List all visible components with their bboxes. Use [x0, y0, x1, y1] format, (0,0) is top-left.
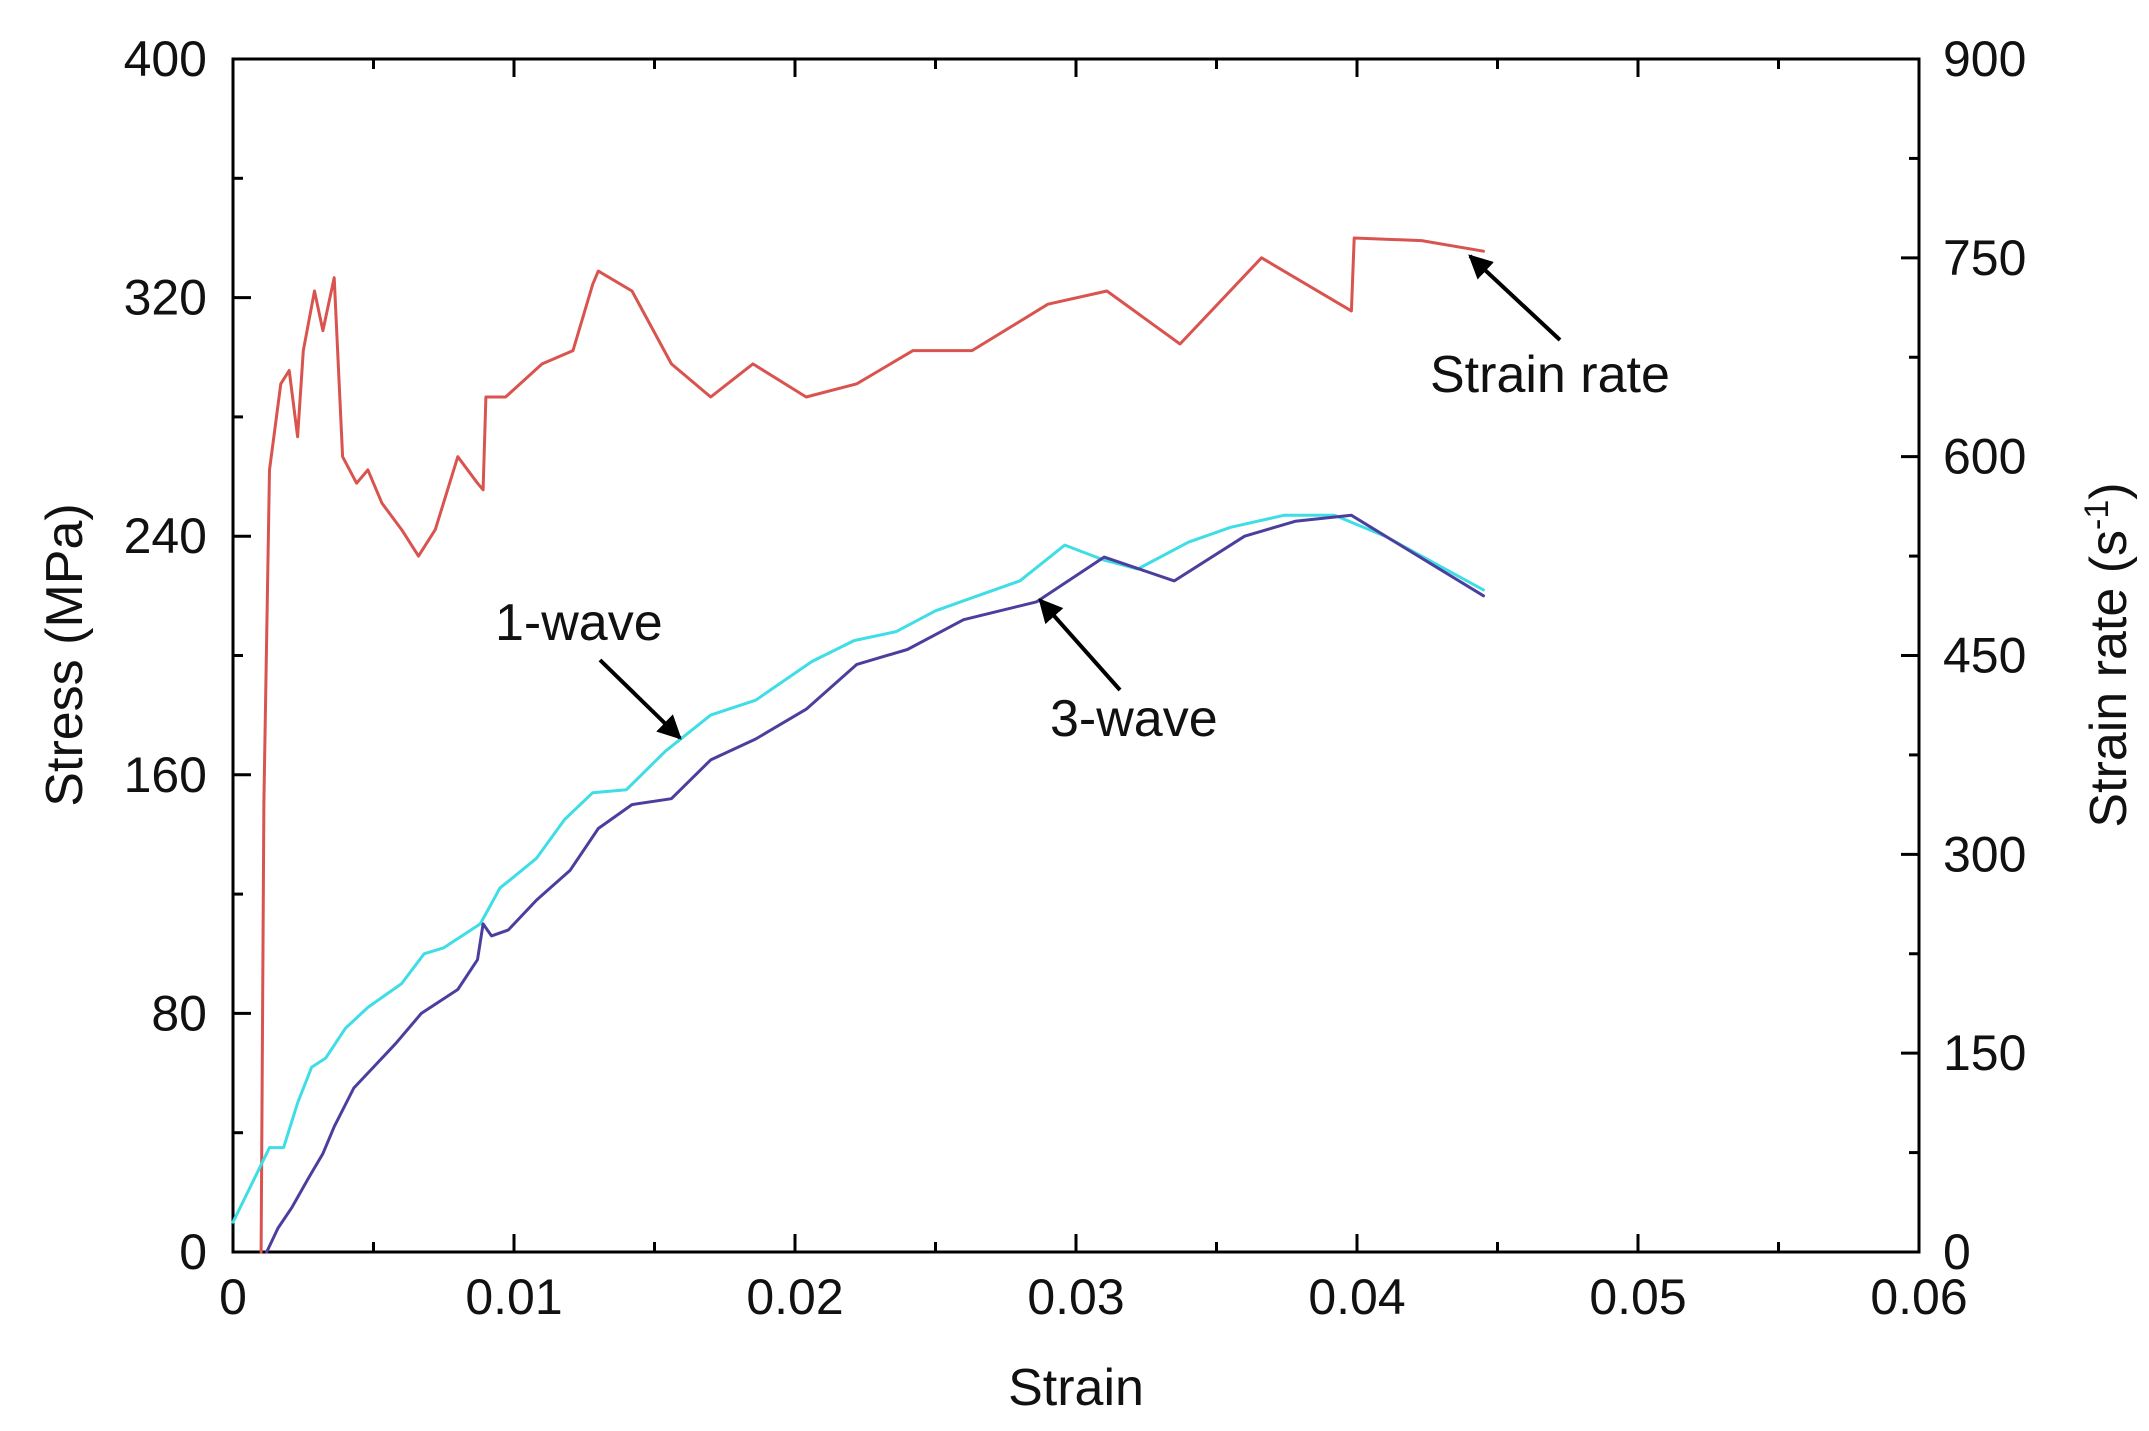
annotation-arrow-strain-rate	[1468, 254, 1562, 342]
annotation-label-strain-rate: Strain rate	[1430, 346, 1670, 404]
annotation-arrow-1-wave	[598, 658, 682, 740]
y-right-tick-label: 150	[1943, 1025, 2026, 1081]
annotation-arrow-3-wave	[1038, 598, 1122, 692]
x-tick-label: 0.03	[1027, 1269, 1124, 1325]
y-right-tick-label: 600	[1943, 429, 2026, 485]
y-axis-right-title: Strain rate (s-1)	[2078, 482, 2138, 827]
x-tick-label: 0.01	[465, 1269, 562, 1325]
y-right-tick-label: 900	[1943, 31, 2026, 87]
plot-frame	[231, 57, 1921, 1254]
y-left-tick-label: 240	[124, 508, 207, 564]
x-tick-label: 0.02	[746, 1269, 843, 1325]
x-axis: 0 0.01 0.02 0.03 0.04 0.05 0.06	[219, 59, 1968, 1325]
y-left-tick-label: 0	[179, 1224, 207, 1280]
y2-title-superscript: -1	[2078, 500, 2116, 530]
annotation-1-wave: 1-wave	[495, 594, 682, 740]
y-right-tick-label: 450	[1943, 628, 2026, 684]
y-axis-right: 0 150 300 450 600 750 900	[1901, 31, 2026, 1280]
y2-title-main: Strain rate (s	[2080, 530, 2138, 828]
y-left-tick-label: 80	[151, 985, 207, 1041]
y-left-tick-label: 160	[124, 747, 207, 803]
series-line-strain-rate	[259, 236, 1485, 1254]
x-tick-label: 0	[219, 1269, 247, 1325]
y-right-tick-label: 750	[1943, 230, 2026, 286]
annotation-label-1-wave: 1-wave	[495, 594, 663, 652]
y2-title-close: )	[2080, 482, 2138, 499]
x-tick-label: 0.04	[1308, 1269, 1405, 1325]
y-axis-left-title: Stress (MPa)	[36, 503, 94, 806]
series-line-1-wave	[231, 513, 1485, 1224]
x-axis-title: Strain	[1008, 1359, 1144, 1417]
annotation-3-wave: 3-wave	[1038, 598, 1218, 748]
series-layer	[231, 236, 1485, 1254]
annotation-label-3-wave: 3-wave	[1050, 690, 1218, 748]
annotation-strain-rate: Strain rate	[1430, 254, 1670, 404]
x-tick-label: 0.06	[1870, 1269, 1967, 1325]
y-right-tick-label: 0	[1943, 1224, 1971, 1280]
y-left-tick-label: 400	[124, 31, 207, 87]
y-right-tick-label: 300	[1943, 826, 2026, 882]
series-line-3-wave	[265, 513, 1485, 1254]
x-tick-label: 0.05	[1589, 1269, 1686, 1325]
y-axis-left: 0 80 160 240 320 400	[124, 31, 251, 1280]
plot-border	[231, 57, 1921, 1254]
y-left-tick-label: 320	[124, 270, 207, 326]
